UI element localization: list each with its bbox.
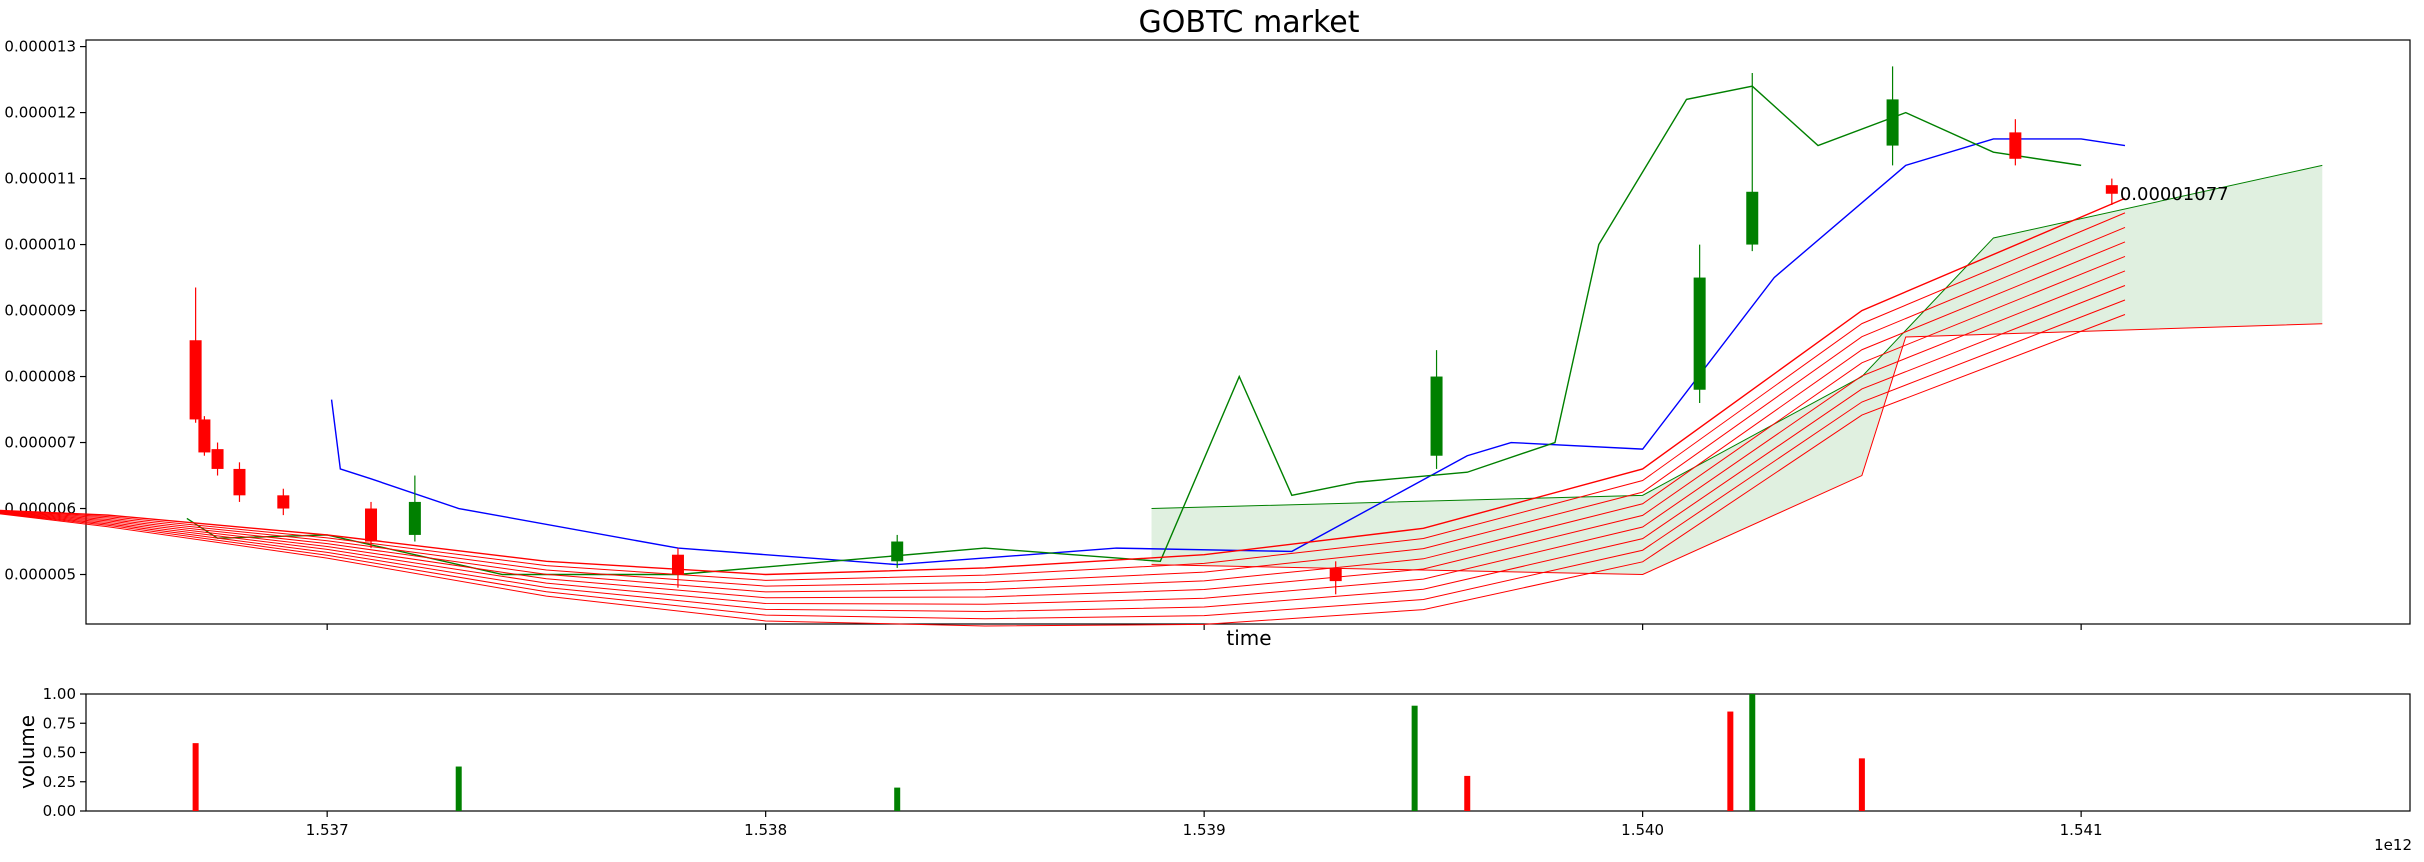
volume-bar: [1464, 775, 1471, 811]
price-y-tick-label: 0.000008: [4, 368, 76, 386]
ribbon-line: [0, 285, 2126, 612]
volume-x-tick-label: 1.540: [1621, 821, 1664, 839]
moving-average-lines: [0, 85, 2126, 627]
volume-bar: [894, 787, 901, 811]
volume-y-axis: 0.00 0.25 0.50 0.75 1.00: [43, 685, 86, 820]
volume-bar: [1858, 758, 1865, 811]
volume-x-tick-label: 1.539: [1183, 821, 1226, 839]
price-y-tick-label: 0.000007: [4, 434, 76, 452]
price-y-tick-label: 0.000012: [4, 104, 76, 122]
volume-axes-frame: [85, 693, 2411, 812]
price-y-tick-label: 0.000010: [4, 236, 76, 254]
price-y-tick-label: 0.000013: [4, 38, 76, 56]
volume-bar: [192, 743, 199, 811]
candle-body: [189, 340, 202, 420]
chart-title: GOBTC market: [1139, 5, 1360, 40]
x-offset-label: 1e12: [2374, 836, 2412, 854]
cloud-bottom-line: [1151, 323, 2323, 576]
last-price-label: 0.00001077: [2120, 184, 2229, 205]
price-y-tick-label: 0.000005: [4, 566, 76, 584]
candle-body: [2105, 185, 2118, 194]
volume-bars: [192, 694, 1865, 811]
candlestick-layer: [189, 66, 2118, 595]
cloud-layer: [1151, 164, 2323, 576]
volume-y-label: volume: [15, 715, 39, 789]
price-y-axis: 0.0000050.0000060.0000070.0000080.000009…: [4, 38, 86, 584]
price-axes-frame: [85, 39, 2411, 625]
candle-body: [891, 541, 904, 562]
price-x-axis: [326, 624, 2082, 630]
volume-x-axis: 1.537 1.538 1.539 1.540 1.541: [306, 811, 2103, 839]
candle-body: [277, 495, 290, 509]
volume-bar: [1411, 705, 1418, 811]
ribbon-line: [0, 212, 2126, 581]
ribbon-line: [0, 314, 2126, 627]
price-y-tick-label: 0.000009: [4, 302, 76, 320]
candle-body: [1430, 376, 1443, 456]
candle-body: [233, 468, 246, 496]
ribbon-line: [0, 255, 2126, 599]
candle-body: [211, 449, 224, 469]
volume-y-tick-label: 1.00: [43, 685, 76, 703]
volume-y-tick-label: 0.50: [43, 744, 76, 762]
volume-y-tick-label: 0.25: [43, 773, 76, 791]
volume-y-tick-label: 0.75: [43, 714, 76, 732]
candle-body: [1329, 567, 1342, 582]
price-y-tick-label: 0.000011: [4, 170, 76, 188]
line-series-red: [0, 197, 2126, 576]
volume-y-tick-label: 0.00: [43, 802, 76, 820]
candle-body: [408, 501, 421, 535]
volume-bar: [1749, 694, 1756, 811]
volume-x-tick-label: 1.541: [2060, 821, 2103, 839]
volume-x-tick-label: 1.538: [744, 821, 787, 839]
volume-x-tick-label: 1.537: [306, 821, 349, 839]
candle-body: [671, 554, 684, 575]
line-series-green: [186, 85, 2082, 576]
candle-body: [1746, 191, 1759, 245]
price-plot-area: [0, 66, 2323, 627]
line-series-blue: [330, 138, 2126, 566]
candle-body: [1693, 277, 1706, 390]
candle-body: [1886, 99, 1899, 146]
ribbon-line: [0, 226, 2126, 587]
volume-bar: [1727, 711, 1734, 811]
volume-bar: [455, 766, 462, 811]
ribbon-line: [0, 270, 2126, 605]
candle-body: [198, 419, 211, 453]
x-axis-label: time: [1226, 626, 1271, 650]
ribbon-line: [0, 299, 2126, 620]
ribbon-line: [0, 241, 2126, 593]
cloud-top-line: [1151, 164, 2323, 510]
cloud-fill: [1151, 165, 2323, 575]
candle-body: [365, 508, 378, 542]
candle-body: [2009, 132, 2022, 159]
